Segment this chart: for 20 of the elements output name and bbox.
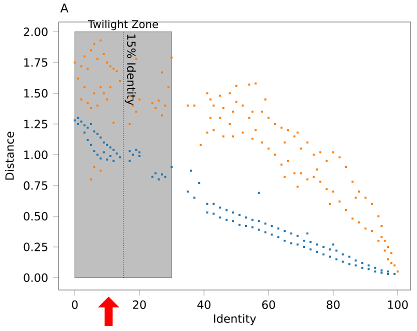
y-tick-label: 0.25: [24, 242, 48, 252]
y-tick-label: 0.50: [24, 212, 48, 221]
x-axis-title: Identity: [214, 314, 256, 326]
y-tick-label: 0.75: [24, 181, 48, 190]
x-tick-label: 40: [197, 300, 210, 309]
x-tick-label: 20: [133, 300, 146, 309]
y-tick-label: 1.75: [24, 58, 48, 67]
y-tick-label: 1.25: [24, 120, 48, 128]
y-tick-label: 1.50: [24, 89, 48, 98]
x-tick-label: 0: [72, 300, 78, 309]
x-tick-label: 100: [388, 300, 408, 309]
x-tick-label: 60: [262, 300, 276, 309]
band-label: Twilight Zone: [88, 20, 158, 30]
x-tick-label: 80: [326, 300, 340, 309]
y-tick-label: 0.00: [24, 273, 48, 282]
y-tick-label: 2.00: [24, 28, 48, 36]
ref-line-label: 15% Identity: [124, 34, 136, 106]
y-tick-label: 1.00: [24, 150, 48, 160]
chart-title: A: [60, 4, 68, 12]
y-axis-title: Distance: [5, 132, 14, 180]
